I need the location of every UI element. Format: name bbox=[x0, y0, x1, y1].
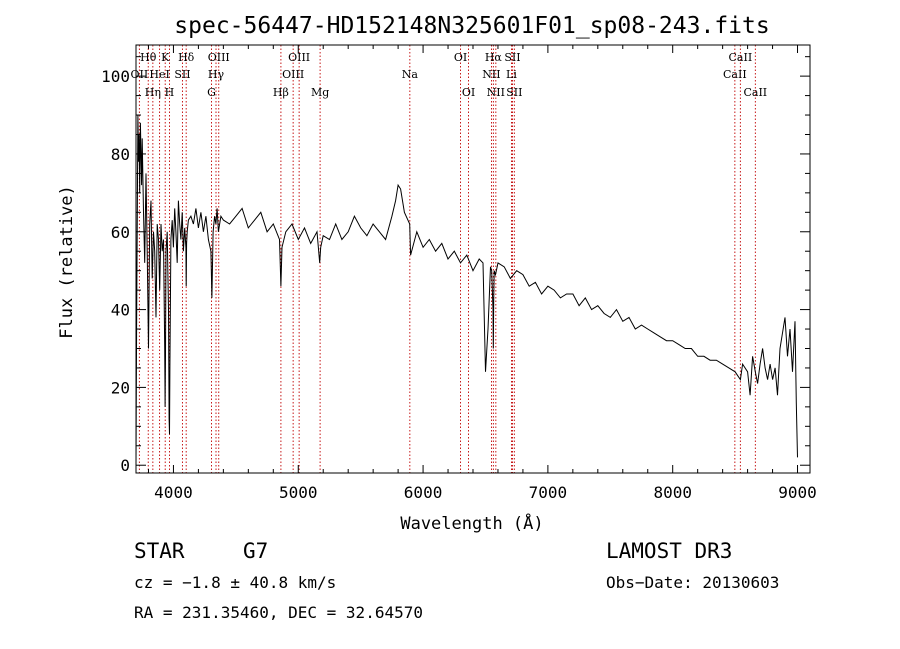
line-marker-label: OI bbox=[462, 86, 475, 99]
x-tick-label: 4000 bbox=[154, 483, 193, 502]
line-marker-label: CaII bbox=[723, 68, 747, 81]
object-subclass: G7 bbox=[243, 539, 269, 563]
y-axis-label: Flux (relative) bbox=[57, 185, 77, 339]
line-marker-label: Hγ bbox=[208, 68, 225, 81]
y-tick-label: 40 bbox=[111, 301, 130, 320]
x-axis-ticks: 4000 5000 6000 7000 8000 9000 bbox=[147, 45, 817, 502]
line-marker-label: Hδ bbox=[178, 51, 195, 64]
line-marker-label: OIII bbox=[282, 68, 304, 81]
x-axis-label: Wavelength (Å) bbox=[400, 512, 543, 534]
redshift-cz: cz = −1.8 ± 40.8 km/s bbox=[134, 573, 337, 592]
plot-frame bbox=[135, 44, 811, 474]
flux-series-line bbox=[135, 114, 798, 466]
x-tick-label: 5000 bbox=[279, 483, 318, 502]
y-tick-label: 60 bbox=[111, 223, 130, 242]
line-marker-label: H bbox=[165, 86, 175, 99]
line-marker-label: SII bbox=[506, 86, 522, 99]
x-tick-label: 9000 bbox=[778, 483, 817, 502]
line-marker-label: OI bbox=[454, 51, 467, 64]
y-tick-label: 0 bbox=[120, 456, 130, 475]
y-tick-label: 80 bbox=[111, 145, 130, 164]
y-tick-label: 100 bbox=[101, 67, 130, 86]
line-marker-labels: OII Hθ Hη HeI K H SII Hδ G Hγ OIII Hβ OIII OIII Mg Na OI… bbox=[131, 51, 768, 99]
y-axis-ticks: 0 20 40 60 80 100 bbox=[101, 56, 810, 475]
x-tick-label: 8000 bbox=[653, 483, 692, 502]
x-tick-label: 7000 bbox=[529, 483, 568, 502]
line-marker-label: HeI bbox=[149, 68, 169, 81]
line-marker-label: OIII bbox=[208, 51, 230, 64]
line-marker-label: NII bbox=[482, 68, 500, 81]
line-marker-label: SII bbox=[174, 68, 190, 81]
line-marker-label: NII bbox=[487, 86, 505, 99]
observation-date: Obs−Date: 20130603 bbox=[606, 573, 780, 592]
ra-dec: RA = 231.35460, DEC = 32.64570 bbox=[134, 603, 423, 622]
line-marker-label: Mg bbox=[311, 86, 329, 99]
line-marker-label: OII bbox=[131, 68, 149, 81]
line-marker-label: SII bbox=[504, 51, 520, 64]
line-marker-label: Hθ bbox=[140, 51, 157, 64]
line-marker-label: CaII bbox=[729, 51, 753, 64]
line-marker-label: Hη bbox=[145, 86, 161, 99]
line-markers bbox=[138, 45, 756, 473]
line-marker-label: Hα bbox=[485, 51, 503, 64]
line-marker-label: K bbox=[161, 51, 170, 64]
line-marker-label: G bbox=[207, 86, 216, 99]
object-class: STAR bbox=[134, 539, 185, 563]
x-tick-label: 6000 bbox=[404, 483, 443, 502]
survey-name: LAMOST DR3 bbox=[606, 539, 733, 563]
y-tick-label: 20 bbox=[111, 378, 130, 397]
line-marker-label: CaII bbox=[743, 86, 767, 99]
chart-title: spec-56447-HD152148N325601F01_sp08-243.f… bbox=[174, 13, 769, 39]
line-marker-label: Hβ bbox=[273, 86, 289, 99]
line-marker-label: Na bbox=[402, 68, 419, 81]
line-marker-label: OIII bbox=[288, 51, 310, 64]
line-marker-label: Li bbox=[506, 68, 517, 81]
